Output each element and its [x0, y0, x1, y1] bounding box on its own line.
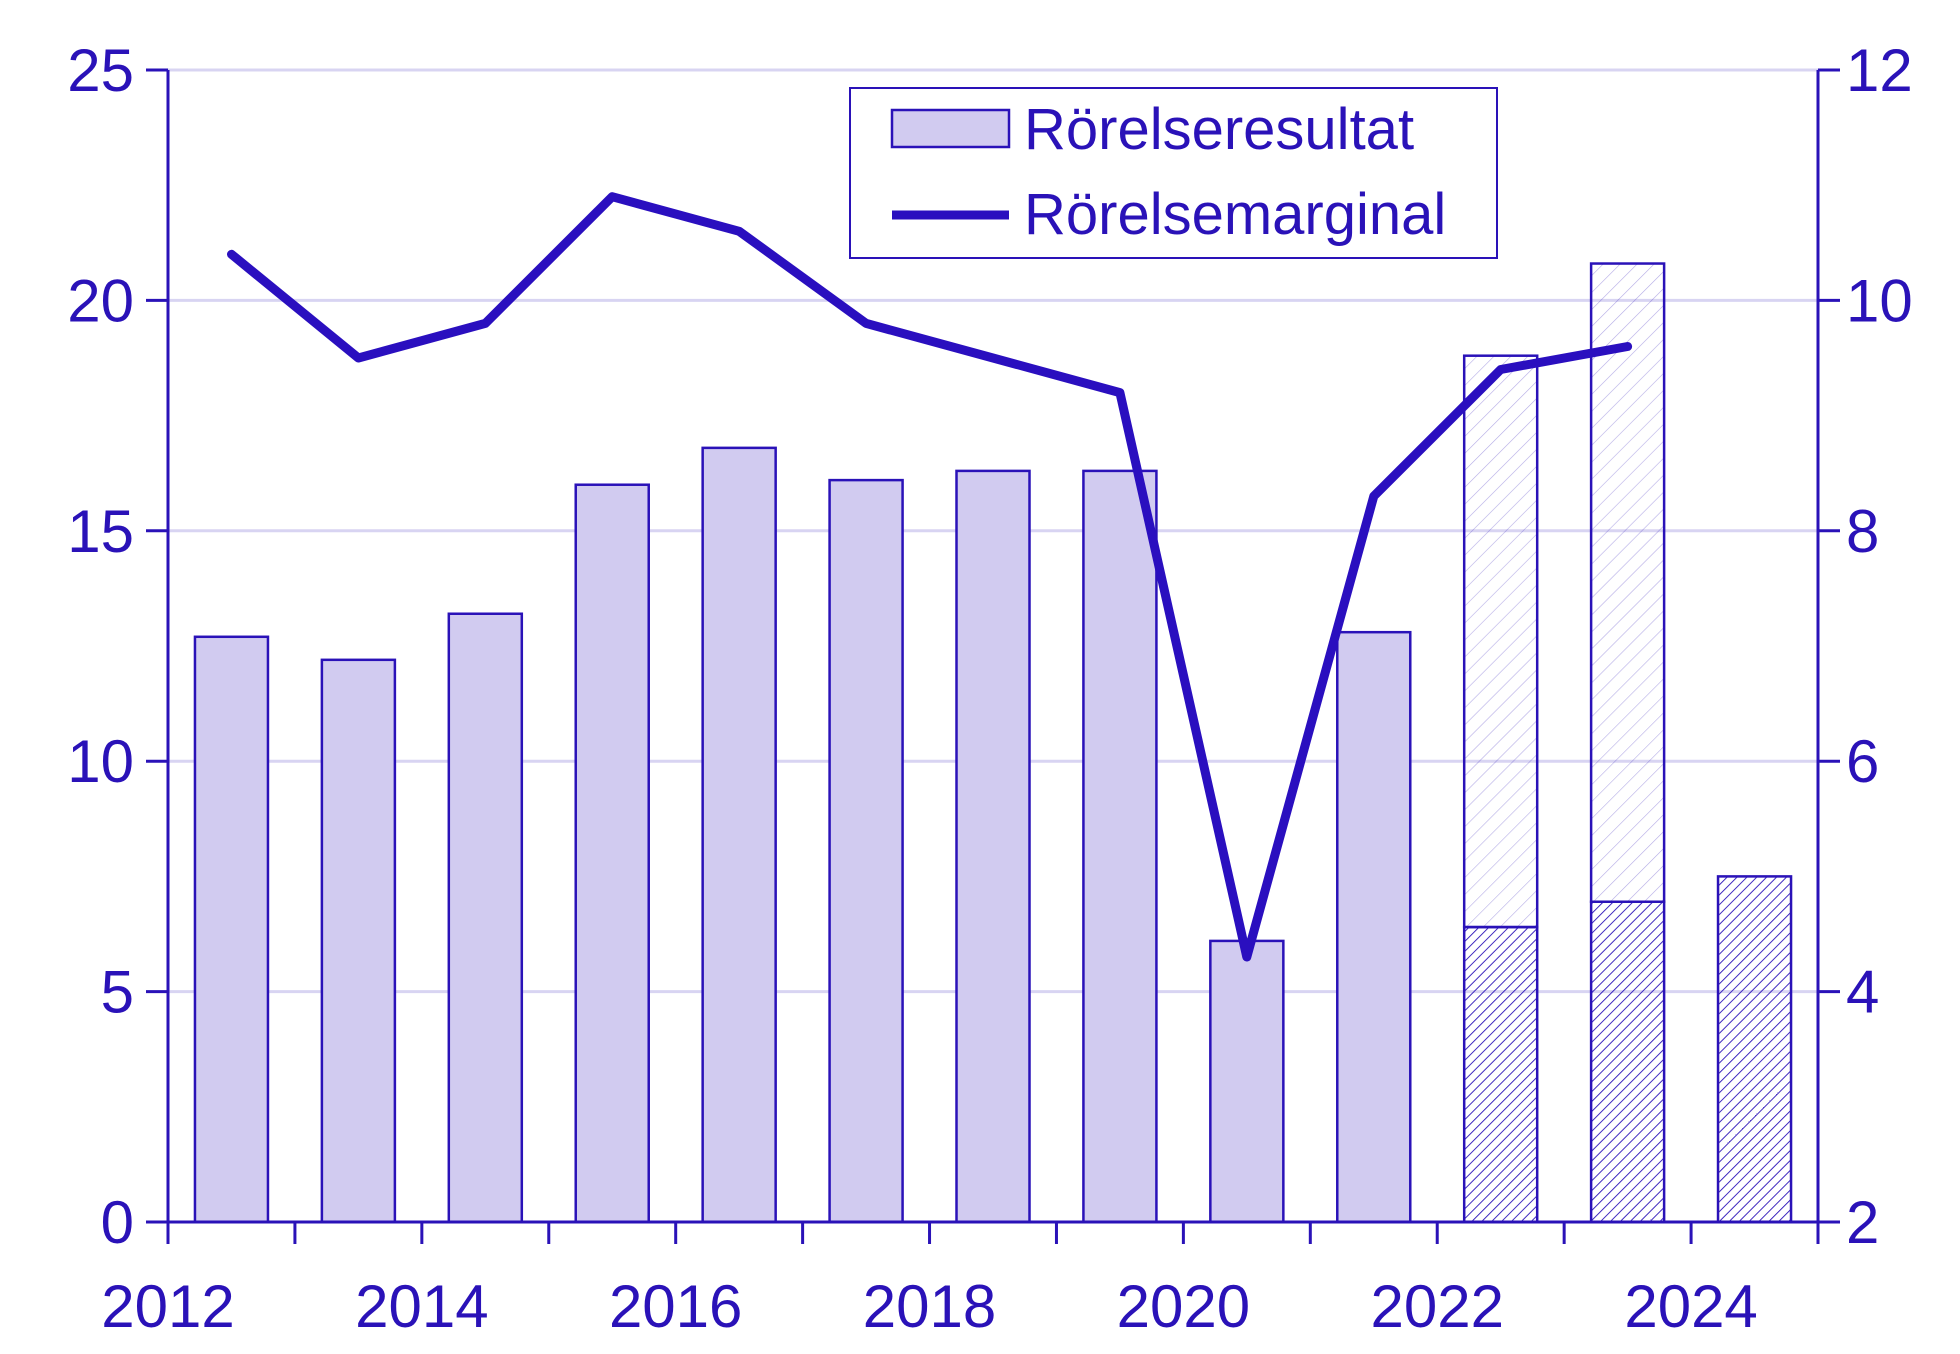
right-tick-label: 12 [1846, 37, 1913, 104]
bar-2017 [828, 478, 904, 1224]
left-tick-label: 10 [67, 728, 134, 795]
x-tick-label: 2024 [1624, 1273, 1757, 1340]
bar-2014 [447, 612, 524, 1224]
legend-line-label: Rörelsemarginal [1024, 182, 1446, 247]
bar-2021 [1336, 630, 1412, 1224]
bar-2015 [574, 483, 650, 1224]
right-tick-label: 2 [1846, 1189, 1879, 1256]
bar-lower-2022 [1462, 925, 1539, 1224]
legend-bar-label: Rörelseresultat [1024, 97, 1414, 162]
bar-2013 [320, 658, 397, 1224]
right-tick-label: 10 [1846, 267, 1913, 334]
bar-2018 [955, 469, 1031, 1224]
bar-2020 [1209, 939, 1285, 1224]
bar-lower-2023 [1589, 900, 1666, 1224]
legend-bar-swatch [890, 108, 1011, 149]
bar-2016 [701, 446, 777, 1224]
bar-2024 [1716, 875, 1793, 1224]
axes: 0 5 10 15 20 25 2 4 6 8 10 12 2012 2014 2016 2018 2020 20… [67, 37, 1913, 1340]
x-tick-label: 2018 [863, 1273, 996, 1340]
x-tick-label: 2020 [1117, 1273, 1250, 1340]
bar-upper-2023 [1589, 262, 1666, 903]
right-tick-label: 4 [1846, 959, 1879, 1026]
line-layer [227, 192, 1633, 962]
left-tick-label: 20 [67, 267, 134, 334]
bar-2012 [193, 635, 270, 1224]
legend: Rörelseresultat Rörelsemarginal [849, 87, 1498, 259]
x-tick-label: 2022 [1370, 1273, 1503, 1340]
right-tick-label: 6 [1846, 728, 1879, 795]
bar-upper-2022 [1462, 354, 1539, 929]
x-tick-label: 2016 [609, 1273, 742, 1340]
right-tick-label: 8 [1846, 498, 1879, 565]
bar-2019 [1082, 469, 1158, 1224]
left-tick-label: 0 [101, 1189, 134, 1256]
x-tick-label: 2014 [355, 1273, 488, 1340]
left-tick-label: 15 [67, 498, 134, 565]
bars [193, 262, 1793, 1224]
left-tick-label: 25 [67, 37, 134, 104]
left-tick-label: 5 [101, 959, 134, 1026]
x-tick-label: 2012 [101, 1273, 234, 1340]
line-rorelsemarginal [227, 192, 1633, 962]
